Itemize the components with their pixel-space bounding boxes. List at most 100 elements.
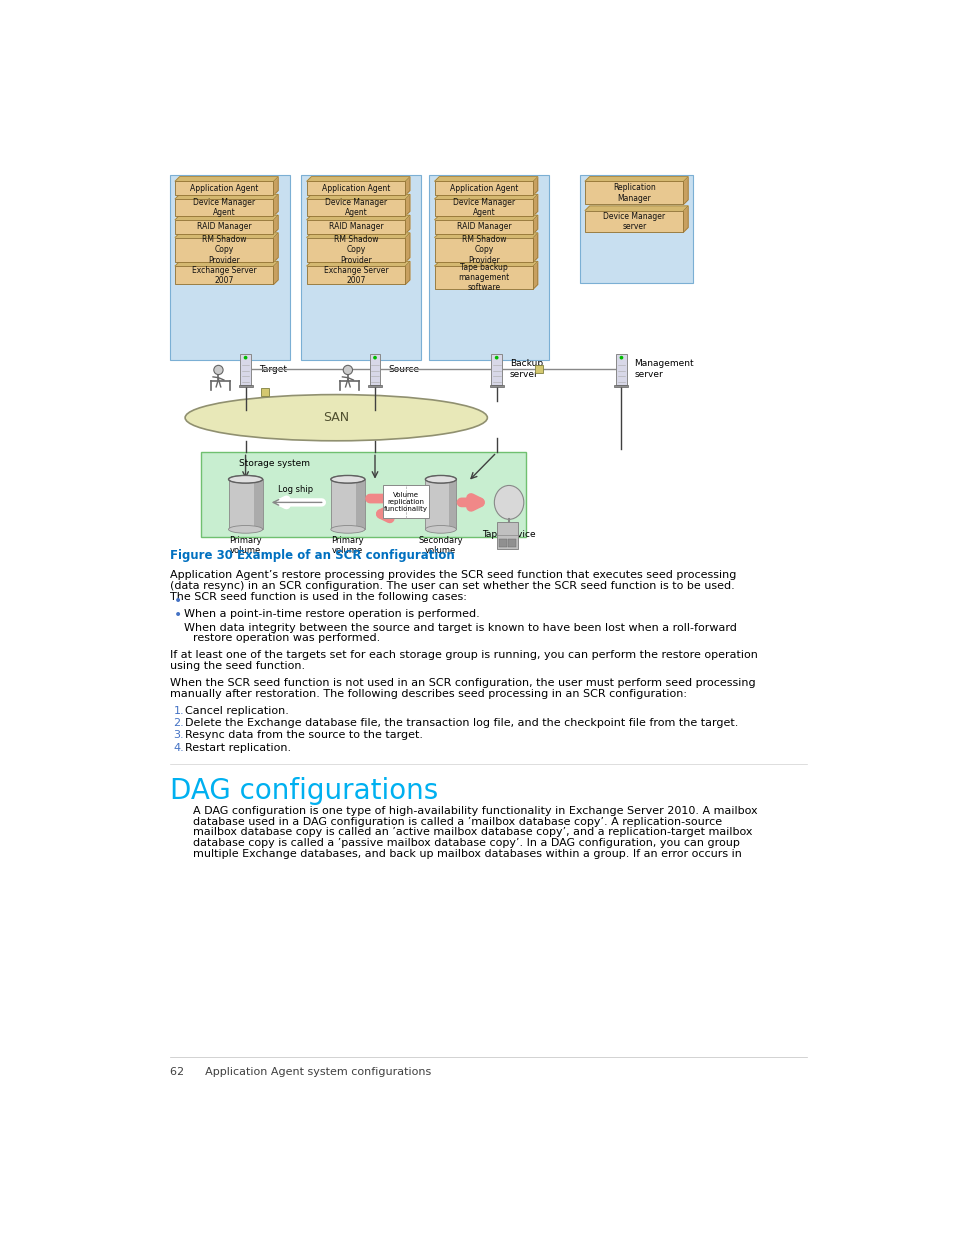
FancyBboxPatch shape xyxy=(435,220,533,233)
FancyBboxPatch shape xyxy=(435,237,533,262)
Polygon shape xyxy=(307,194,410,199)
FancyBboxPatch shape xyxy=(253,479,262,530)
Text: mailbox database copy is called an ’active mailbox database copy’, and a replica: mailbox database copy is called an ’acti… xyxy=(193,827,752,837)
Polygon shape xyxy=(405,262,410,284)
Polygon shape xyxy=(533,177,537,195)
Text: Tape backup
management
software: Tape backup management software xyxy=(457,263,509,293)
Text: database used in a DAG configuration is called a ’mailbox database copy’. A repl: database used in a DAG configuration is … xyxy=(193,816,721,826)
Text: Cancel replication.: Cancel replication. xyxy=(185,705,289,715)
Ellipse shape xyxy=(229,475,262,483)
Text: Figure 30 Example of an SCR configuration: Figure 30 Example of an SCR configuratio… xyxy=(170,548,454,562)
FancyBboxPatch shape xyxy=(491,353,501,384)
Text: When a point-in-time restore operation is performed.: When a point-in-time restore operation i… xyxy=(183,609,478,619)
Polygon shape xyxy=(307,262,410,266)
Polygon shape xyxy=(435,194,537,199)
Circle shape xyxy=(619,357,622,359)
Polygon shape xyxy=(274,262,278,284)
Ellipse shape xyxy=(425,475,456,483)
Circle shape xyxy=(495,357,497,359)
Text: 3.: 3. xyxy=(173,730,184,740)
Ellipse shape xyxy=(331,475,365,483)
Text: 1.: 1. xyxy=(173,705,184,715)
Ellipse shape xyxy=(494,485,523,520)
Text: If at least one of the targets set for each storage group is running, you can pe: If at least one of the targets set for e… xyxy=(170,651,757,661)
Polygon shape xyxy=(174,233,278,237)
Polygon shape xyxy=(682,206,687,232)
Polygon shape xyxy=(274,177,278,195)
FancyBboxPatch shape xyxy=(174,182,274,195)
Text: DAG configurations: DAG configurations xyxy=(170,777,437,804)
Polygon shape xyxy=(435,177,537,182)
Polygon shape xyxy=(274,233,278,262)
Polygon shape xyxy=(533,215,537,233)
Polygon shape xyxy=(405,233,410,262)
FancyBboxPatch shape xyxy=(369,353,380,384)
Text: Device Manager
Agent: Device Manager Agent xyxy=(193,198,255,217)
FancyBboxPatch shape xyxy=(238,384,253,387)
FancyBboxPatch shape xyxy=(435,182,533,195)
Text: Volume
replication
functionality: Volume replication functionality xyxy=(384,492,428,511)
Text: using the seed function.: using the seed function. xyxy=(170,661,304,671)
FancyBboxPatch shape xyxy=(614,384,628,387)
Text: Resync data from the source to the target.: Resync data from the source to the targe… xyxy=(185,730,423,740)
Polygon shape xyxy=(274,194,278,216)
Ellipse shape xyxy=(331,526,365,534)
Text: RM Shadow
Copy
Provider: RM Shadow Copy Provider xyxy=(334,235,378,264)
Text: Primary
volume: Primary volume xyxy=(229,536,262,555)
Text: RAID Manager: RAID Manager xyxy=(329,222,383,231)
Text: Storage system: Storage system xyxy=(239,458,310,468)
FancyBboxPatch shape xyxy=(307,266,405,284)
FancyBboxPatch shape xyxy=(261,389,269,396)
Ellipse shape xyxy=(185,395,487,441)
Text: Restart replication.: Restart replication. xyxy=(185,742,291,752)
Polygon shape xyxy=(584,177,687,182)
Text: Primary
volume: Primary volume xyxy=(332,536,364,555)
FancyBboxPatch shape xyxy=(382,485,429,517)
FancyBboxPatch shape xyxy=(448,479,456,530)
Text: A DAG configuration is one type of high-availability functionality in Exchange S: A DAG configuration is one type of high-… xyxy=(193,805,757,816)
FancyBboxPatch shape xyxy=(356,479,365,530)
Text: Log ship: Log ship xyxy=(278,485,314,494)
FancyBboxPatch shape xyxy=(307,199,405,216)
Text: Device Manager
Agent: Device Manager Agent xyxy=(453,198,515,217)
FancyBboxPatch shape xyxy=(331,479,365,530)
Text: RM Shadow
Copy
Provider: RM Shadow Copy Provider xyxy=(202,235,246,264)
Text: Exchange Server
2007: Exchange Server 2007 xyxy=(192,266,256,285)
FancyBboxPatch shape xyxy=(240,353,251,384)
FancyBboxPatch shape xyxy=(435,199,533,216)
Polygon shape xyxy=(405,177,410,195)
FancyBboxPatch shape xyxy=(535,366,542,373)
FancyBboxPatch shape xyxy=(170,175,290,359)
Polygon shape xyxy=(435,233,537,237)
FancyBboxPatch shape xyxy=(508,540,516,547)
Text: When the SCR seed function is not used in an SCR configuration, the user must pe: When the SCR seed function is not used i… xyxy=(170,678,755,688)
Text: Application Agent: Application Agent xyxy=(321,184,390,193)
FancyBboxPatch shape xyxy=(616,353,626,384)
Polygon shape xyxy=(682,177,687,205)
Polygon shape xyxy=(174,215,278,220)
Polygon shape xyxy=(533,233,537,262)
Polygon shape xyxy=(307,177,410,182)
Ellipse shape xyxy=(229,526,262,534)
Circle shape xyxy=(213,366,223,374)
Text: multiple Exchange databases, and back up mailbox databases within a group. If an: multiple Exchange databases, and back up… xyxy=(193,848,741,858)
Text: SAN: SAN xyxy=(323,411,349,424)
Polygon shape xyxy=(307,233,410,237)
Text: When data integrity between the source and target is known to have been lost whe: When data integrity between the source a… xyxy=(183,622,736,632)
Polygon shape xyxy=(435,262,537,266)
Text: Device Manager
server: Device Manager server xyxy=(602,211,664,231)
FancyBboxPatch shape xyxy=(229,479,262,530)
Polygon shape xyxy=(174,262,278,266)
FancyBboxPatch shape xyxy=(174,237,274,262)
FancyBboxPatch shape xyxy=(174,199,274,216)
FancyBboxPatch shape xyxy=(307,220,405,233)
FancyBboxPatch shape xyxy=(307,182,405,195)
Text: (data resync) in an SCR configuration. The user can set whether the SCR seed fun: (data resync) in an SCR configuration. T… xyxy=(170,580,734,590)
Polygon shape xyxy=(533,262,537,289)
Ellipse shape xyxy=(425,526,456,534)
FancyBboxPatch shape xyxy=(174,220,274,233)
Text: •: • xyxy=(173,594,182,608)
Text: RAID Manager: RAID Manager xyxy=(456,222,511,231)
Text: The SCR seed function is used in the following cases:: The SCR seed function is used in the fol… xyxy=(170,592,466,601)
FancyBboxPatch shape xyxy=(497,521,517,548)
